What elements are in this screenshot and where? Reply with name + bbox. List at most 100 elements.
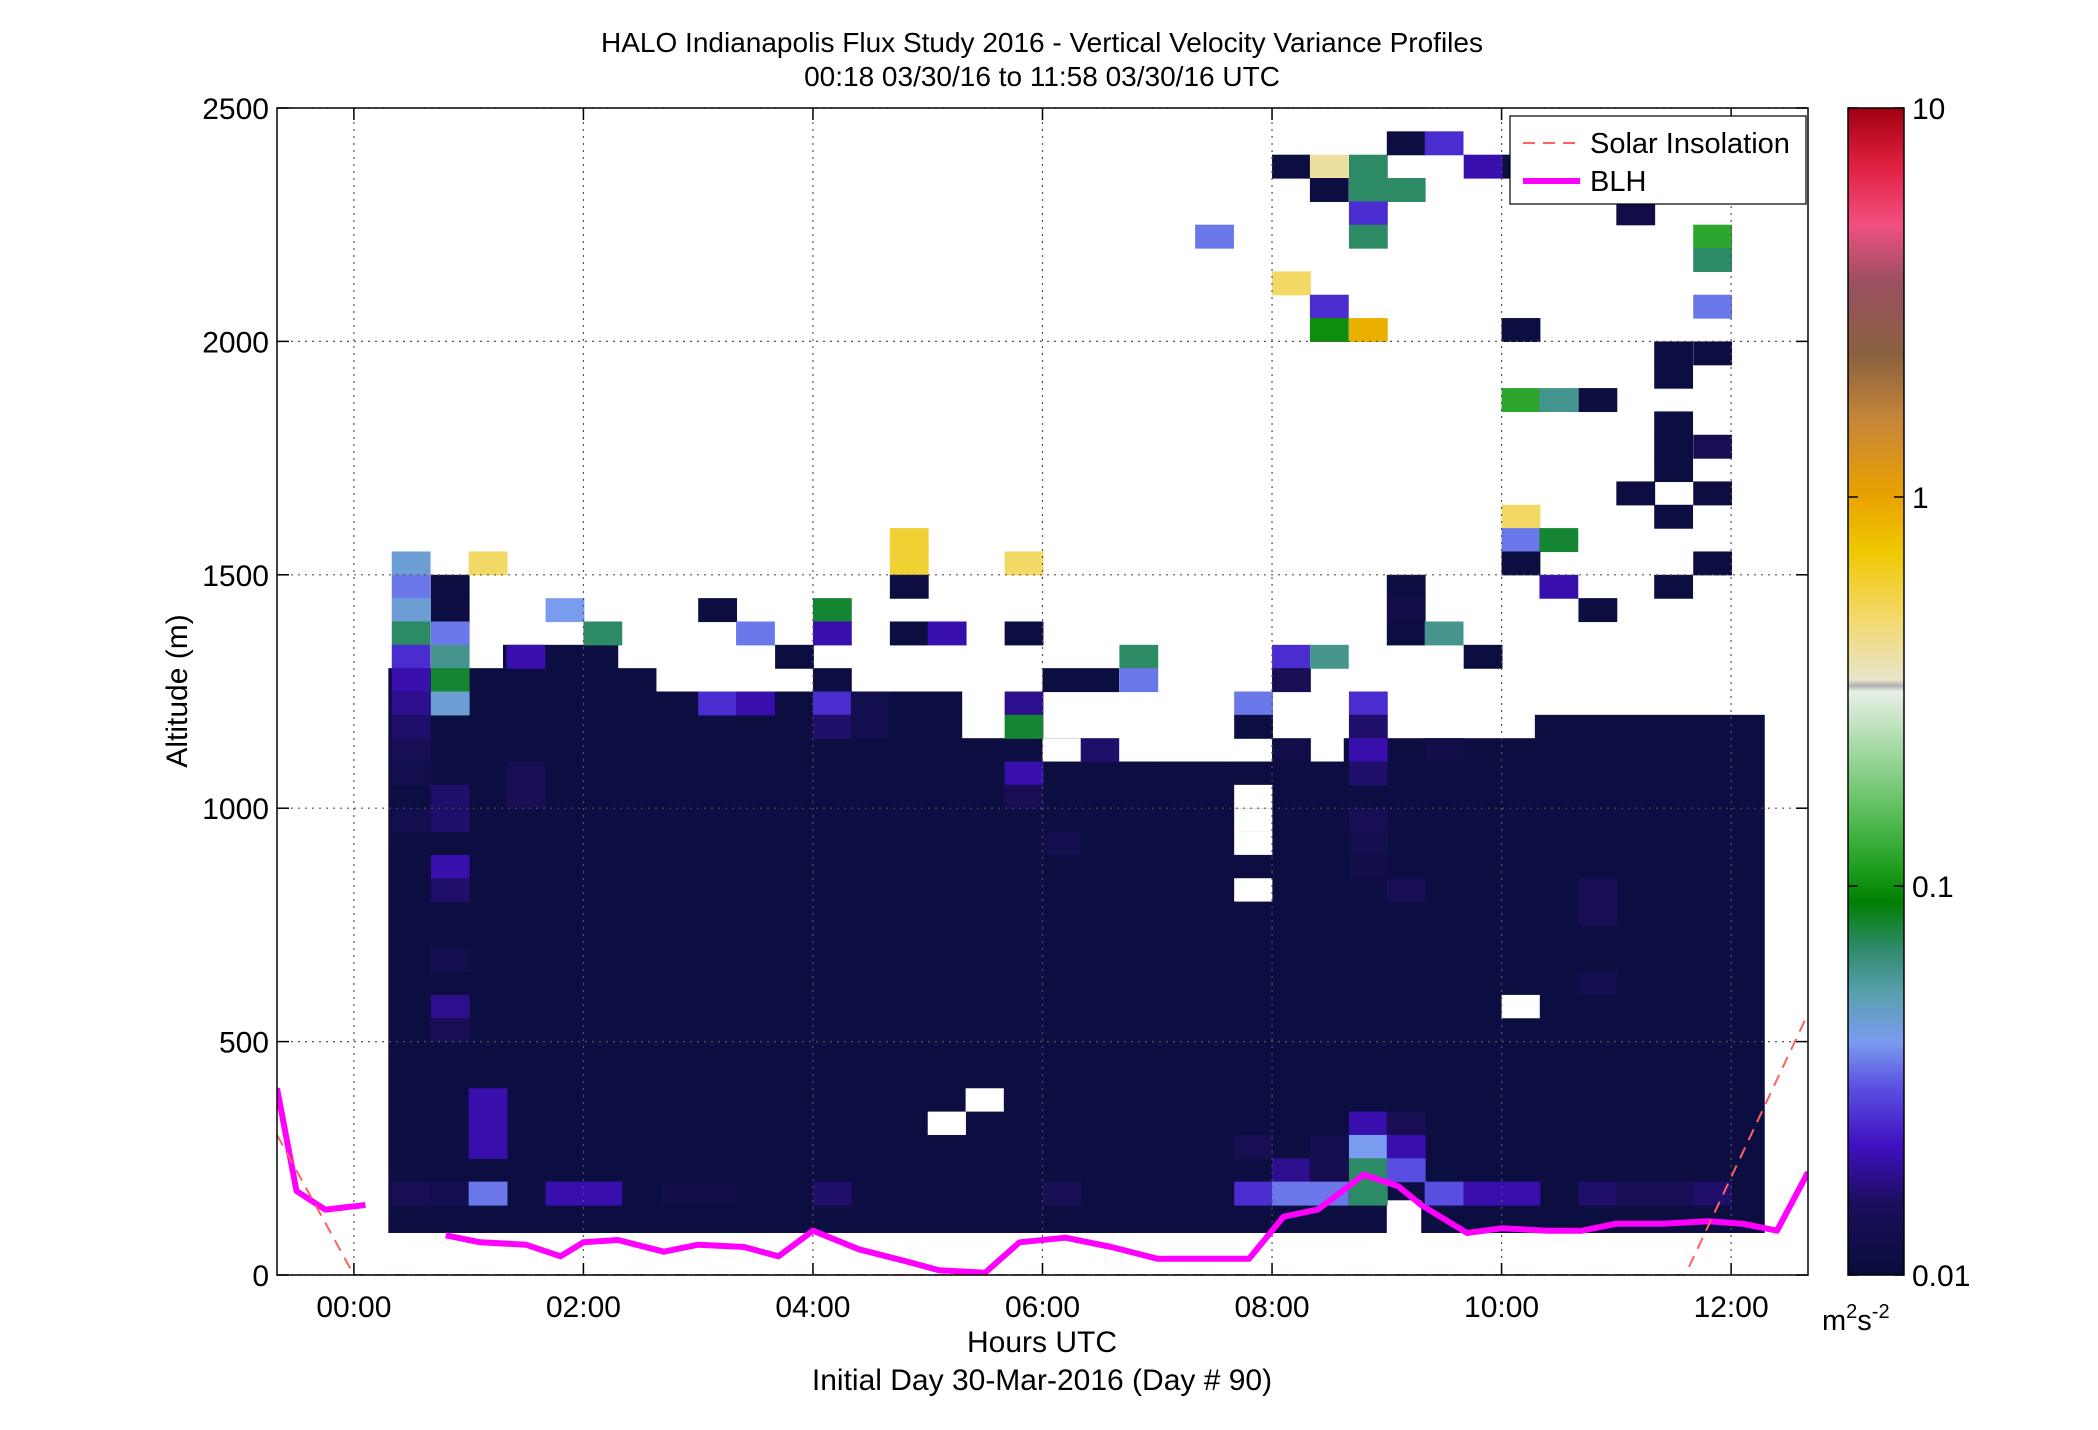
x-tick-label: 08:00 xyxy=(1234,1291,1309,1324)
heatmap-cell xyxy=(1234,714,1273,739)
heatmap-cell xyxy=(1309,1181,1349,1206)
y-axis-label: Altitude (m) xyxy=(161,614,194,767)
heatmap-cell xyxy=(391,644,431,669)
heatmap-cell xyxy=(698,1181,738,1206)
heatmap-background-column xyxy=(923,691,963,1233)
heatmap-cell xyxy=(1272,1181,1311,1206)
heatmap-cell xyxy=(1693,294,1733,319)
heatmap-cell xyxy=(1309,294,1349,319)
heatmap-cell xyxy=(430,784,470,809)
heatmap-background-column xyxy=(1152,761,1192,1233)
heatmap-cell xyxy=(1386,1111,1426,1136)
heatmap-cell xyxy=(1578,878,1618,903)
heatmap-background-column xyxy=(502,644,542,1233)
heatmap-cell xyxy=(1424,131,1464,156)
heatmap-cell xyxy=(468,1088,508,1113)
heatmap-cell xyxy=(1272,644,1311,669)
y-tick-label: 0 xyxy=(252,1260,269,1293)
heatmap-background-column xyxy=(655,691,695,1233)
heatmap-layer xyxy=(388,108,1765,1233)
heatmap-cell xyxy=(1004,551,1044,576)
heatmap-cell xyxy=(583,1181,623,1206)
heatmap-cell xyxy=(430,691,470,716)
legend-label-solar-insolation: Solar Insolation xyxy=(1590,128,1790,160)
heatmap-cell xyxy=(1539,574,1579,599)
x-axis-label: Hours UTC xyxy=(967,1326,1117,1359)
heatmap-cell xyxy=(1616,481,1656,506)
heatmap-cell xyxy=(1348,714,1388,739)
heatmap-cell xyxy=(430,644,470,669)
x-tick-label: 12:00 xyxy=(1694,1291,1769,1324)
heatmap-cell xyxy=(1386,131,1426,156)
y-tick-label: 1500 xyxy=(202,560,269,593)
heatmap-background-column xyxy=(617,668,657,1233)
heatmap-cell xyxy=(1424,1181,1464,1206)
heatmap-cell xyxy=(1386,574,1426,599)
heatmap-cell xyxy=(391,1181,431,1206)
heatmap-cell xyxy=(391,598,431,623)
heatmap-cell xyxy=(1119,644,1159,669)
heatmap-cell xyxy=(889,551,929,576)
heatmap-cell xyxy=(1386,598,1426,623)
heatmap-cell xyxy=(1578,901,1618,926)
heatmap-cell xyxy=(1693,224,1733,249)
legend: Solar Insolation BLH xyxy=(1509,115,1807,205)
heatmap-cell xyxy=(1272,154,1311,179)
heatmap-background-column xyxy=(1267,761,1307,1233)
heatmap-cell xyxy=(1578,1181,1618,1206)
heatmap-background-column xyxy=(1038,738,1077,1233)
x-tick-label: 10:00 xyxy=(1464,1291,1539,1324)
heatmap-cell xyxy=(698,598,738,623)
heatmap-blank-cell xyxy=(1234,831,1273,855)
heatmap-cell xyxy=(506,761,546,786)
y-tick-label: 1000 xyxy=(202,793,269,826)
heatmap-background-column xyxy=(808,691,848,1233)
heatmap-cell xyxy=(736,691,775,716)
heatmap-cell xyxy=(1348,201,1388,226)
heatmap-cell xyxy=(1272,668,1311,693)
y-tick-label: 2500 xyxy=(202,93,269,126)
heatmap-cell xyxy=(1501,388,1541,413)
heatmap-cell xyxy=(1654,341,1694,366)
heatmap-cell xyxy=(1272,271,1311,296)
heatmap-cell xyxy=(1693,1181,1733,1206)
heatmap-blank-cell xyxy=(1234,878,1273,902)
heatmap-cell xyxy=(812,621,852,646)
heatmap-cell xyxy=(1424,621,1464,646)
heatmap-cell xyxy=(812,1181,852,1206)
heatmap-cell xyxy=(1234,1181,1273,1206)
heatmap-cell xyxy=(1234,1134,1273,1159)
heatmap-cell xyxy=(1386,108,1426,109)
heatmap-blank-cell xyxy=(1042,738,1081,762)
colorbar-tick-label: 1 xyxy=(1912,482,1929,515)
heatmap-cell xyxy=(1463,1181,1503,1206)
legend-box xyxy=(1509,115,1807,205)
heatmap-cell xyxy=(1386,878,1426,903)
heatmap-cell xyxy=(1309,644,1349,669)
heatmap-cell xyxy=(468,551,508,576)
heatmap-background-column xyxy=(1534,714,1574,1233)
colorbar-tick-label: 0.1 xyxy=(1912,871,1954,904)
heatmap-cell xyxy=(736,621,775,646)
heatmap-background-column xyxy=(961,738,1001,1233)
heatmap-cell xyxy=(889,621,929,646)
x-tick-label: 04:00 xyxy=(775,1291,850,1324)
heatmap-cell xyxy=(583,621,623,646)
heatmap-cell xyxy=(1386,1134,1426,1159)
heatmap-cell xyxy=(545,1181,585,1206)
heatmap-background-column xyxy=(732,691,772,1233)
heatmap-cell xyxy=(1348,854,1388,879)
heatmap-cell xyxy=(1309,1134,1349,1159)
heatmap-cell xyxy=(1348,154,1388,179)
heatmap-cell xyxy=(1501,504,1541,529)
heatmap-cell xyxy=(391,808,431,833)
heatmap-cell xyxy=(430,621,470,646)
heatmap-cell xyxy=(1195,224,1234,249)
heatmap-cell xyxy=(889,528,929,553)
colorbar-tick-label: 0.01 xyxy=(1912,1260,1970,1293)
heatmap-background-column xyxy=(1114,761,1154,1233)
heatmap-cell xyxy=(1501,551,1541,576)
heatmap-cell xyxy=(927,621,967,646)
